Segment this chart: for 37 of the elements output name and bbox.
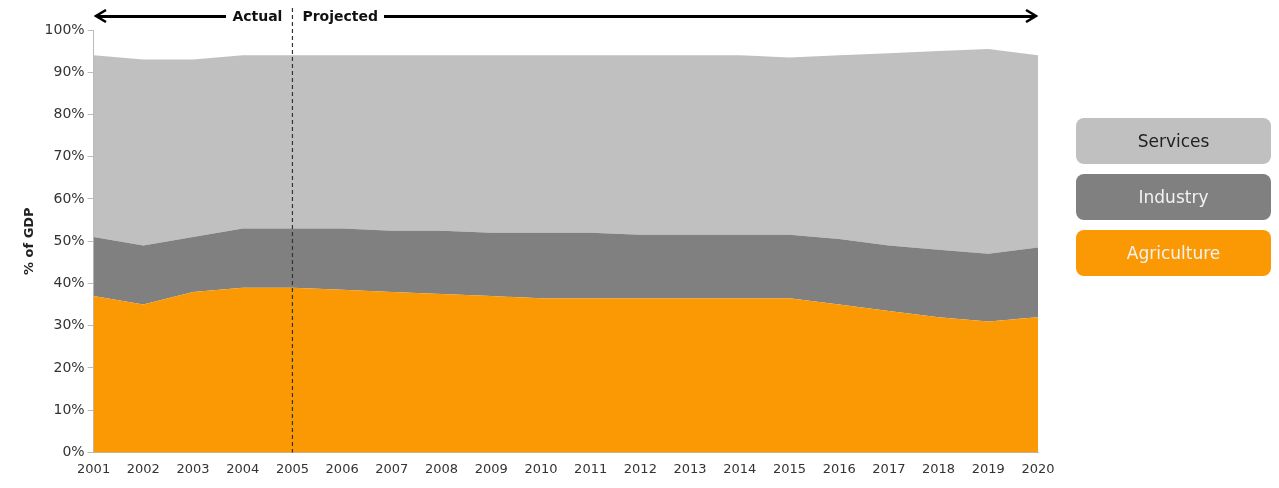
y-tick-label: 70% [53, 147, 85, 164]
y-tick-label: 0% [62, 443, 85, 460]
x-tick-label: 2012 [623, 460, 657, 476]
y-tick-label: 50% [53, 231, 85, 248]
y-tick-label: 60% [53, 189, 85, 206]
x-tick-label: 2004 [226, 460, 260, 476]
text: Industry [1076, 174, 1271, 220]
x-tick-label: 2006 [325, 460, 359, 476]
text: Agriculture [1076, 230, 1271, 276]
y-tick-label: 90% [53, 62, 85, 79]
y-tick-label: 20% [53, 358, 85, 375]
x-tick-label: 2018 [922, 460, 956, 476]
x-tick-label: 2013 [673, 460, 707, 476]
x-tick-label: 2009 [474, 460, 508, 476]
x-tick-label: 2008 [425, 460, 459, 476]
y-tick-label: 10% [53, 400, 85, 417]
y-tick-label: 30% [53, 316, 85, 333]
x-tick-label: 2007 [375, 460, 409, 476]
x-tick-label: 2020 [1021, 460, 1055, 476]
text: Services [1076, 118, 1271, 164]
y-tick-label: 100% [44, 20, 85, 37]
x-tick-label: 2005 [275, 460, 309, 476]
x-tick-label: 2003 [176, 460, 210, 476]
x-tick-label: 2002 [126, 460, 160, 476]
text: Projected [301, 8, 379, 24]
x-tick-label: 2017 [872, 460, 906, 476]
x-tick-label: 2010 [524, 460, 558, 476]
text: Actual [231, 8, 284, 24]
x-tick-label: 2014 [723, 460, 757, 476]
x-tick-label: 2011 [574, 460, 608, 476]
x-tick-label: 2019 [971, 460, 1005, 476]
x-tick-label: 2015 [772, 460, 807, 476]
y-axis-title: % of GDP [21, 207, 37, 276]
y-tick-label: 80% [53, 105, 85, 122]
x-tick-label: 2001 [77, 460, 111, 476]
y-tick-label: 40% [53, 274, 85, 291]
x-tick-label: 2016 [822, 460, 856, 476]
